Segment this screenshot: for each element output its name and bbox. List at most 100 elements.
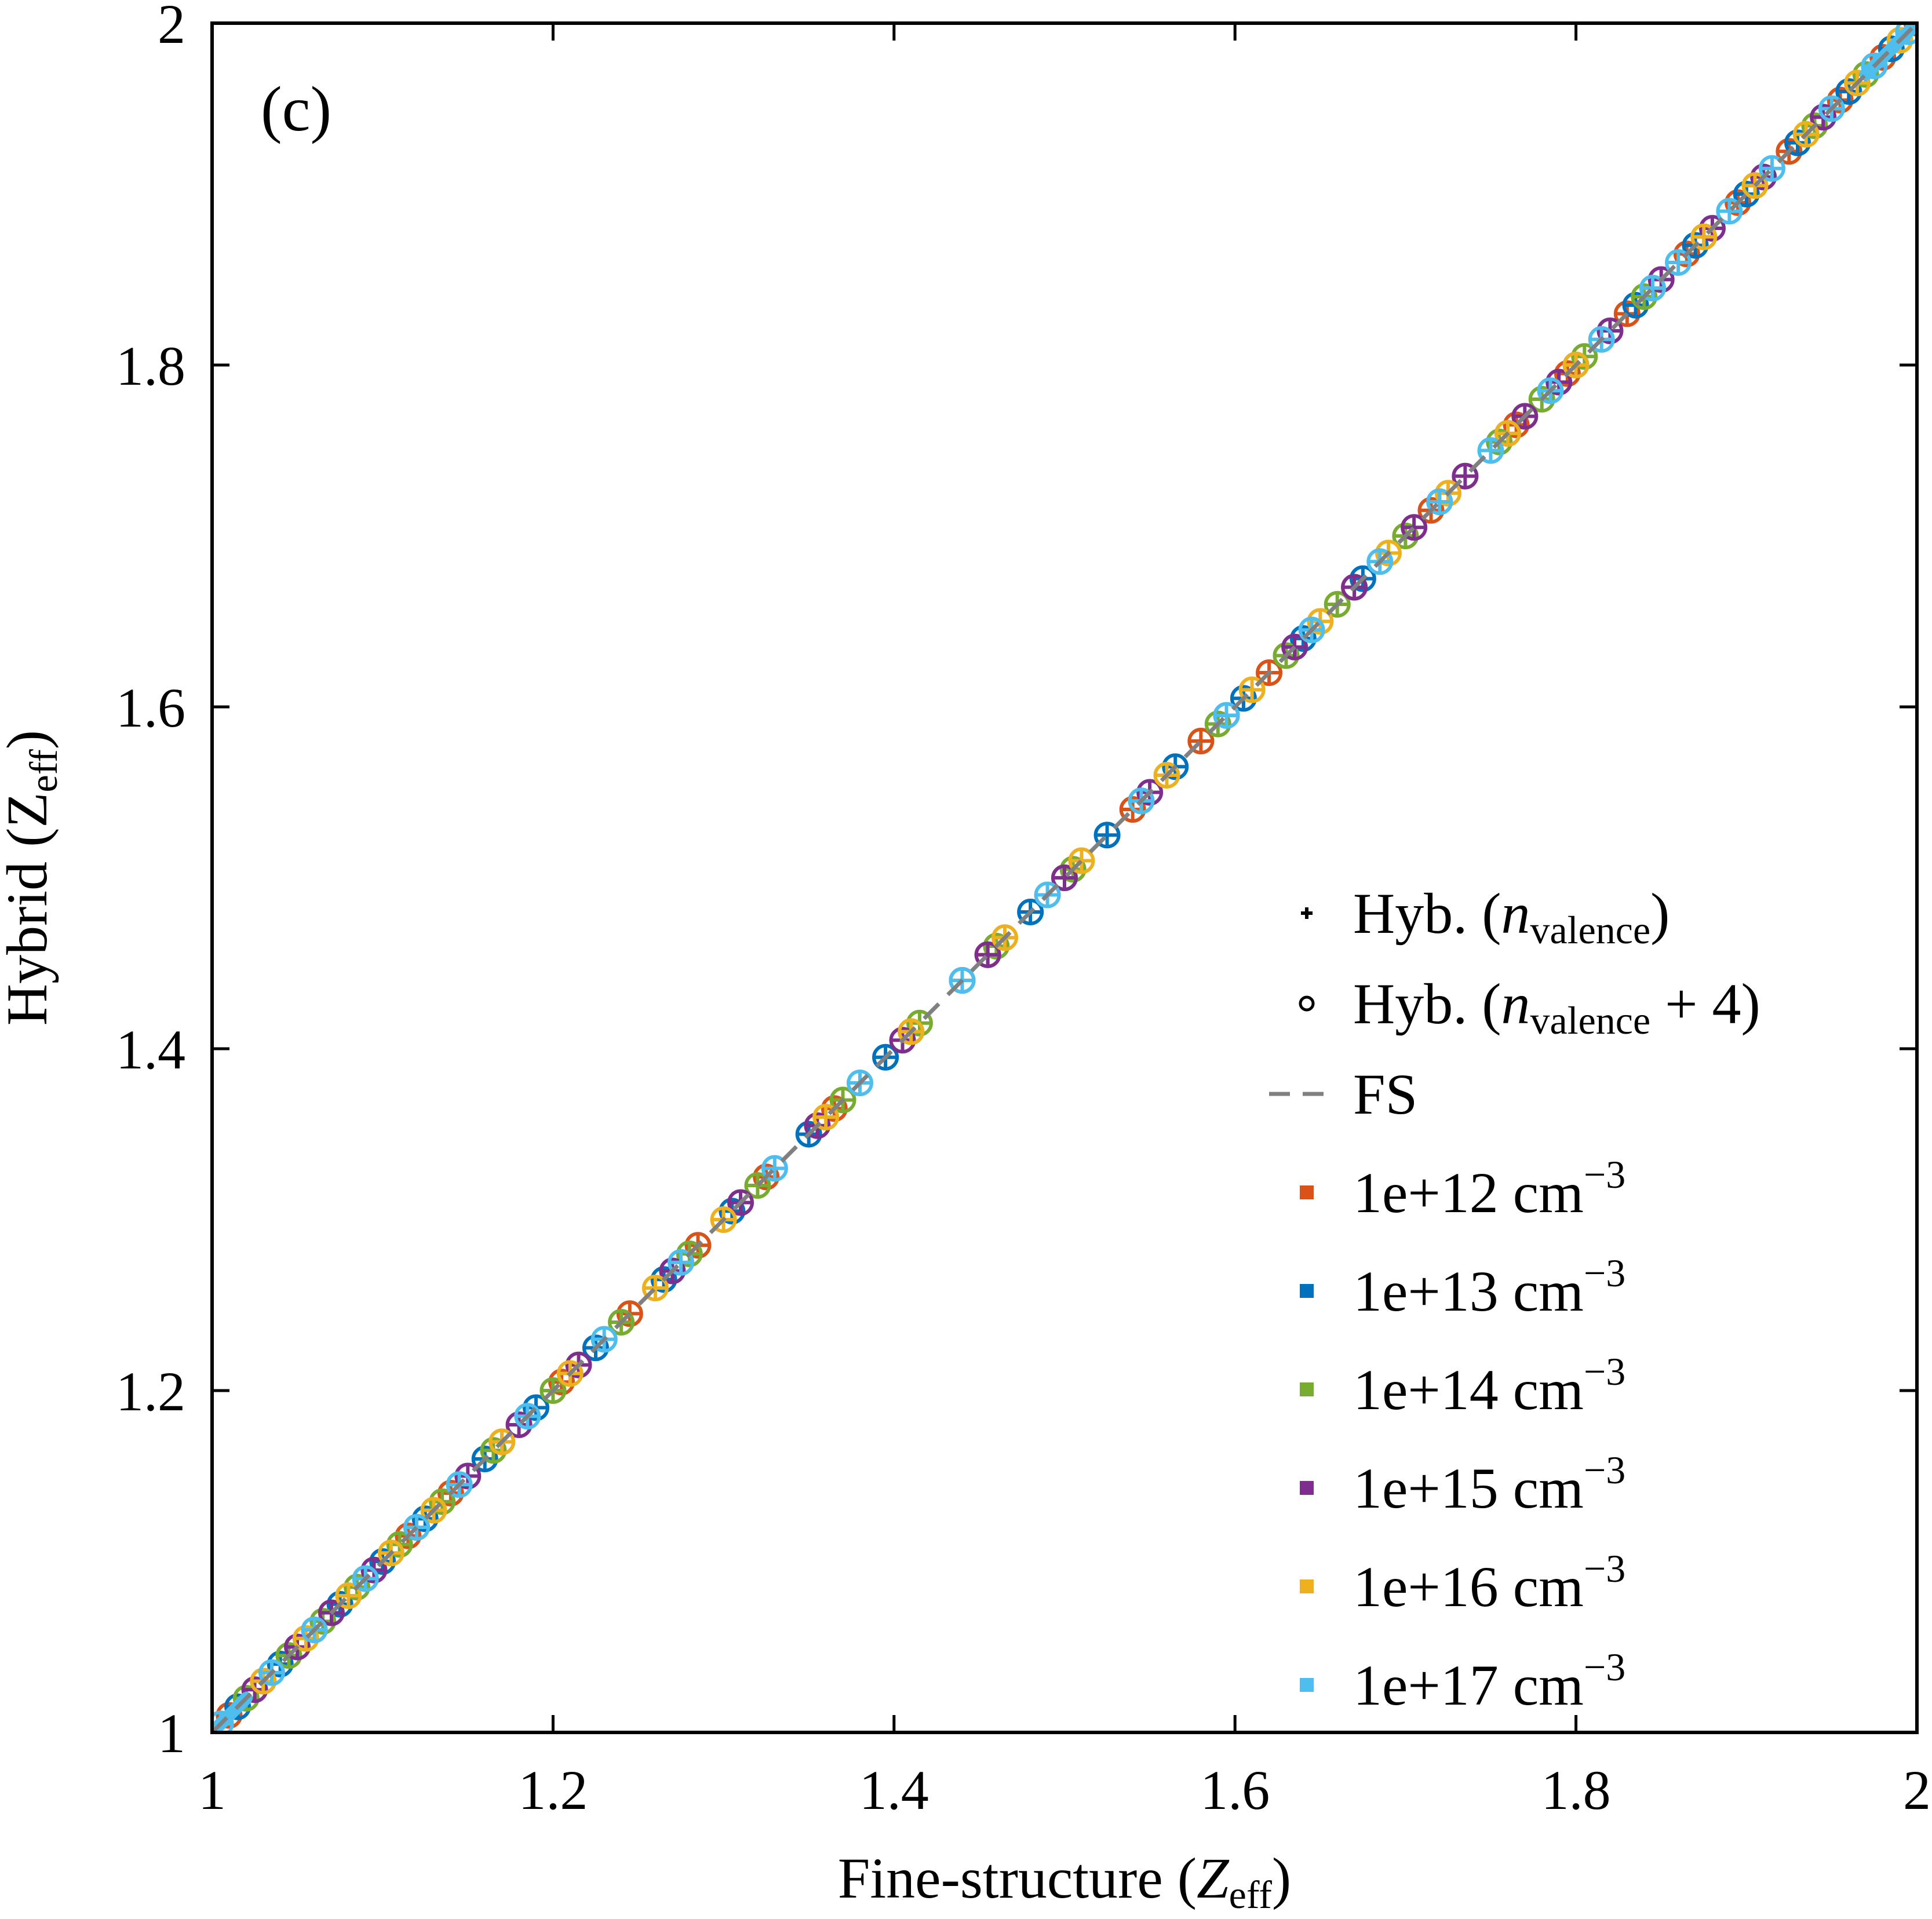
point-circle (292, 1625, 319, 1652)
point-circle (829, 1086, 856, 1114)
point-circle (1238, 676, 1266, 703)
point-circle (1818, 95, 1845, 122)
legend-color-swatch (1300, 1284, 1314, 1298)
point-circle (275, 1642, 302, 1669)
point-circle (522, 1394, 549, 1421)
point-circle (1852, 61, 1879, 88)
x-tick-label: 1.8 (1541, 1759, 1611, 1821)
point-circle (437, 1480, 464, 1506)
point-circle (1349, 565, 1376, 592)
point-circle (1741, 172, 1769, 199)
point-circle (480, 1437, 507, 1464)
point-plus (1216, 705, 1237, 726)
point-circle (250, 1668, 277, 1695)
point-circle (454, 1462, 482, 1490)
point-circle (1554, 360, 1581, 387)
legend-fs-label: FS (1353, 1062, 1417, 1126)
point-circle (1068, 847, 1095, 874)
point-circle (608, 1309, 635, 1336)
point-circle (1665, 249, 1692, 276)
legend: Hyb. (nvalence) Hyb. (nvalence + 4) FS 1e+1… (1269, 881, 1760, 1717)
point-circle (1647, 266, 1675, 293)
point-circle (1375, 539, 1402, 567)
point-circle (898, 1018, 925, 1045)
point-circle (505, 1411, 533, 1438)
point-circle (582, 1334, 609, 1362)
point-circle (1511, 403, 1539, 430)
point-circle (744, 1172, 771, 1199)
point-circle (676, 1241, 703, 1267)
legend-color-swatch (1300, 1185, 1314, 1199)
point-circle (489, 1428, 516, 1455)
point-circle (1204, 710, 1231, 738)
y-tick-label: 1 (158, 1702, 185, 1764)
point-circle (1392, 523, 1419, 549)
point-circle (556, 1360, 584, 1387)
legend-series-label: 1e+12 cm−3 (1353, 1152, 1625, 1225)
point-circle (1827, 86, 1854, 114)
point-circle (1230, 685, 1257, 712)
point-circle (761, 1155, 788, 1182)
point-circle (590, 1326, 618, 1353)
point-circle (344, 1574, 371, 1601)
point-circle (1093, 822, 1121, 849)
point-circle (1596, 318, 1624, 344)
point-circle (1281, 633, 1308, 661)
point-plus (1190, 731, 1212, 751)
point-circle (1307, 608, 1334, 635)
point-circle (395, 1522, 422, 1549)
point-circle (1162, 753, 1189, 780)
point-circle (471, 1446, 498, 1472)
point-circle (212, 1710, 234, 1732)
point-circle (360, 1556, 388, 1584)
point-circle (949, 967, 976, 994)
point-circle (1417, 497, 1445, 524)
point-circle (804, 1112, 831, 1139)
point-circle (1571, 343, 1598, 370)
legend-plus-icon (1301, 907, 1313, 919)
point-circle (1477, 437, 1504, 464)
point-circle (659, 1257, 686, 1285)
point-circle (326, 1590, 353, 1618)
point-circle (991, 924, 1019, 951)
point-circle (352, 1565, 379, 1592)
point-plus (815, 1107, 837, 1128)
point-circle (1835, 78, 1862, 105)
point-circle (650, 1266, 677, 1293)
point-circle (1341, 574, 1368, 601)
x-axis-label: Fine-structure (Zeff) (838, 1846, 1291, 1917)
point-circle (974, 941, 1001, 968)
point-circle (1733, 181, 1760, 207)
point-plus (1668, 252, 1689, 273)
point-circle (1878, 35, 1905, 63)
point-circle (1494, 420, 1521, 447)
y-tick-label: 1.8 (116, 335, 185, 397)
point-plus (764, 1158, 785, 1179)
point-circle (1136, 779, 1164, 806)
point-circle (514, 1403, 541, 1430)
point-circle (1324, 591, 1351, 618)
legend-series-label: 1e+13 cm−3 (1353, 1251, 1625, 1323)
point-circle (753, 1163, 780, 1191)
point-circle (641, 1275, 669, 1301)
legend-series-label: 1e+16 cm−3 (1353, 1546, 1625, 1619)
point-circle (872, 1044, 899, 1071)
point-circle (1366, 548, 1394, 575)
point-circle (1128, 787, 1155, 815)
point-circle (1426, 488, 1453, 515)
point-circle (1886, 27, 1913, 54)
point-plus (1054, 867, 1075, 888)
point-circle (301, 1617, 328, 1643)
point-plus (1642, 278, 1663, 299)
point-circle (616, 1300, 643, 1327)
y-tick-label: 1.6 (116, 677, 185, 739)
x-tick-label: 1.2 (518, 1759, 588, 1821)
point-plus (747, 1175, 768, 1196)
point-circle (812, 1104, 840, 1130)
series-6 (212, 23, 1917, 1732)
point-circle (1758, 155, 1785, 182)
point-circle (906, 1009, 933, 1037)
point-circle (1119, 796, 1146, 823)
x-tick-label: 1.6 (1200, 1759, 1270, 1821)
point-plus (1429, 491, 1450, 512)
